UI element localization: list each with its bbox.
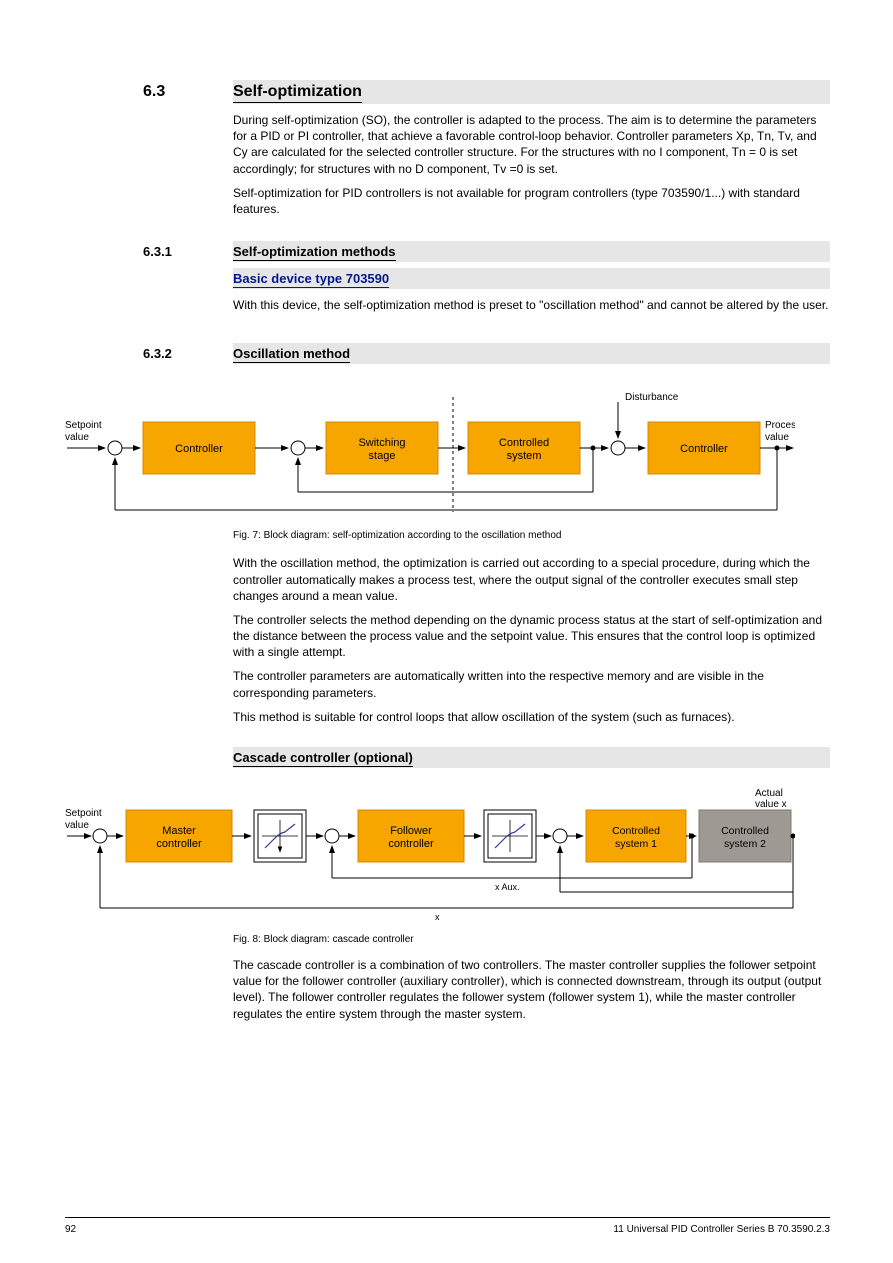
block-cs2-bot: system 2 — [724, 838, 766, 850]
page-footer: 92 11 Universal PID Controller Series B … — [65, 1217, 830, 1235]
paragraph: This method is suitable for control loop… — [233, 709, 830, 725]
label-disturbance: Disturbance — [625, 392, 679, 403]
subsection-number: 6.3.1 — [143, 244, 172, 259]
label-setpoint: Setpoint — [65, 808, 102, 819]
paragraph: With the oscillation method, the optimiz… — [233, 555, 830, 604]
figure-caption: Fig. 7: Block diagram: self-optimization… — [233, 530, 795, 541]
section-heading: 6.3 Self-optimization — [233, 80, 830, 104]
paragraph: The controller parameters are automatica… — [233, 668, 830, 700]
block-switching-top: Switching — [358, 437, 405, 449]
paragraph: The cascade controller is a combination … — [233, 957, 830, 1022]
section-title: Self-optimization — [233, 83, 362, 103]
subsection-heading: 6.3.2 Oscillation method — [233, 343, 830, 364]
figure-oscillation-diagram: Setpoint value Controller Switching stag… — [65, 372, 795, 522]
block-master-top: Master — [162, 825, 196, 837]
block-follower-bot: controller — [388, 838, 434, 850]
label-process: Process — [765, 420, 795, 431]
block-follower-top: Follower — [390, 825, 432, 837]
section-number: 6.3 — [143, 83, 165, 101]
paragraph: During self-optimization (SO), the contr… — [233, 112, 830, 177]
label-actual: Actual — [755, 788, 783, 799]
subsection-number: 6.3.2 — [143, 346, 172, 361]
block-cs2-top: Controlled — [721, 825, 769, 837]
subsection-title: Self-optimization methods — [233, 244, 396, 261]
block-master-bot: controller — [156, 838, 202, 850]
block-controlled-top: Controlled — [499, 437, 549, 449]
device-link[interactable]: Basic device type 703590 — [233, 271, 389, 288]
sub-heading: Cascade controller (optional) — [233, 747, 830, 768]
doc-id: 11 Universal PID Controller Series B 70.… — [613, 1224, 830, 1235]
figure-caption: Fig. 8: Block diagram: cascade controlle… — [233, 934, 795, 945]
block-controller: Controller — [175, 443, 223, 455]
block-cs1-top: Controlled — [612, 825, 660, 837]
label-value: value — [65, 820, 89, 831]
subsection-heading: 6.3.1 Self-optimization methods — [233, 241, 830, 262]
label-actual-v: value x — [755, 799, 787, 810]
paragraph: The controller selects the method depend… — [233, 612, 830, 661]
link-heading: Basic device type 703590 — [233, 268, 830, 289]
feedback-label-x: x — [435, 912, 440, 922]
feedback-label-aux: x Aux. — [495, 882, 520, 892]
label-process-value: value — [765, 432, 789, 443]
subsection-title: Oscillation method — [233, 346, 350, 363]
block-controlled-bot: system — [507, 450, 542, 462]
label-setpoint: Setpoint — [65, 420, 102, 431]
block-cs1-bot: system 1 — [615, 838, 657, 850]
sub-heading-title: Cascade controller (optional) — [233, 750, 413, 767]
figure-cascade-diagram: Setpoint value Master controller Followe… — [65, 776, 795, 926]
page-number: 92 — [65, 1224, 76, 1235]
block-controller-2: Controller — [680, 443, 728, 455]
block-switching-bot: stage — [369, 450, 396, 462]
paragraph: With this device, the self-optimization … — [233, 297, 830, 313]
paragraph: Self-optimization for PID controllers is… — [233, 185, 830, 217]
label-value: value — [65, 432, 89, 443]
